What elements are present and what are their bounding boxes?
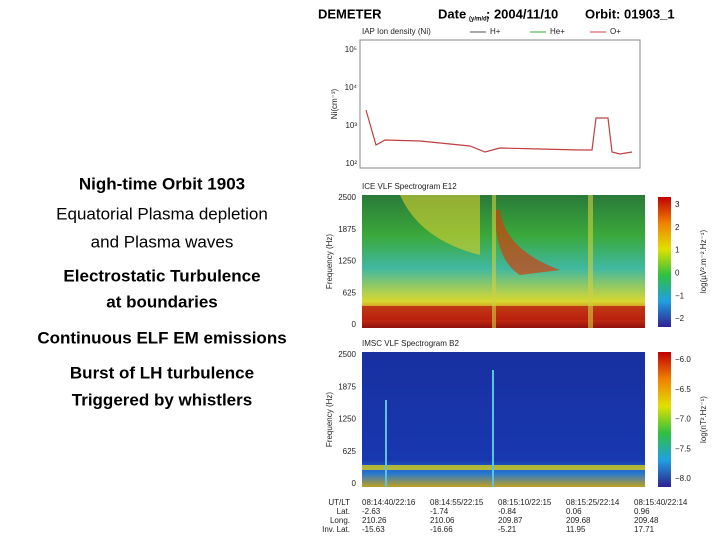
colorbar-tick-label: 2 (675, 223, 680, 232)
y-tick-label: 10⁴ (345, 83, 358, 92)
colorbar-tick-label: 0 (675, 269, 680, 278)
note: Triggered by whistlers (72, 390, 252, 409)
e-title: ICE VLF Spectrogram E12 (362, 182, 457, 191)
y-tick-label: 10⁵ (345, 45, 357, 54)
e-spectrogram (362, 195, 645, 328)
header: DEMETER Date (y/m/d) : 2004/11/10 Orbit:… (318, 6, 675, 22)
date-format: (y/m/d) (469, 17, 489, 23)
cell: -1.74 (430, 507, 449, 516)
colorbar-tick-label: −7.0 (675, 415, 691, 424)
colorbar-tick-label: −2 (675, 314, 685, 323)
cell: 08:15:10/22:15 (498, 498, 552, 507)
y-tick-label: 0 (352, 479, 357, 488)
b-streak (385, 400, 387, 487)
note: and Plasma waves (91, 232, 234, 251)
note: Continuous ELF EM emissions (37, 328, 286, 347)
y-label: Frequency (Hz) (325, 392, 334, 447)
mission: DEMETER (318, 6, 382, 21)
colorbar-tick-label: 3 (675, 200, 680, 209)
legend-label: O+ (610, 27, 621, 36)
cell: 209.48 (634, 516, 659, 525)
y-tick-label: 2500 (338, 193, 356, 202)
cell: -5.21 (498, 525, 517, 534)
cell: 0.96 (634, 507, 650, 516)
y-tick-label: 10² (345, 159, 357, 168)
cell: 11.95 (566, 525, 586, 534)
cell: -2.63 (362, 507, 381, 516)
date: : 2004/11/10 (486, 6, 558, 21)
colorbar-tick-label: −1 (675, 291, 685, 300)
y-tick-label: 1875 (338, 382, 356, 391)
row-label: UT/LT (328, 498, 350, 507)
colorbar-tick-label: −8.0 (675, 474, 691, 483)
colorbar-label: log(µV².m⁻².Hz⁻¹) (699, 230, 708, 294)
cell: 210.06 (430, 516, 455, 525)
orbit: Orbit: 01903_1 (585, 6, 675, 21)
b-band (362, 465, 645, 470)
note: Electrostatic Turbulence (63, 266, 260, 285)
b-spectrogram (362, 352, 645, 487)
row-label: Inv. Lat. (322, 525, 350, 534)
e-colorbar (658, 197, 671, 327)
e-band (362, 306, 645, 320)
ion-frame (359, 39, 641, 169)
colorbar-label: log(nT².Hz⁻¹) (699, 396, 708, 443)
legend-label: He+ (550, 27, 565, 36)
colorbar-tick-label: 1 (675, 246, 680, 255)
b-streak (492, 370, 494, 487)
y-tick-label: 625 (343, 447, 357, 456)
cell: -15.63 (362, 525, 385, 534)
date-label: Date (438, 6, 466, 21)
cell: 08:15:25/22:14 (566, 498, 620, 507)
note: Equatorial Plasma depletion (56, 204, 268, 223)
cell: 209.87 (498, 516, 523, 525)
o-plus-curve (365, 109, 633, 155)
ion-title: IAP Ion density (Ni) (362, 27, 431, 36)
e-streak (588, 195, 593, 328)
y-tick-label: 2500 (338, 350, 356, 359)
y-tick-label: 625 (343, 288, 357, 297)
y-tick-label: 1250 (338, 415, 356, 424)
cell: 210.26 (362, 516, 387, 525)
note: Burst of LH turbulence (70, 363, 254, 382)
b-colorbar (658, 352, 671, 487)
cell: 209.68 (566, 516, 591, 525)
note: Nigh-time Orbit 1903 (79, 174, 245, 193)
e-feature (495, 210, 560, 275)
y-tick-label: 1875 (338, 225, 356, 234)
cell: -0.84 (498, 507, 517, 516)
cell: 08:14:40/22:16 (362, 498, 416, 507)
cell: 08:14:55/22:15 (430, 498, 484, 507)
legend-label: H+ (490, 27, 501, 36)
e-streak (492, 195, 496, 328)
colorbar-tick-label: −6.5 (675, 385, 691, 394)
cell: 08:15:40/22:14 (634, 498, 688, 507)
colorbar-tick-label: −6.0 (675, 355, 691, 364)
cell: -16.66 (430, 525, 453, 534)
y-tick-label: 0 (352, 320, 357, 329)
b-title: IMSC VLF Spectrogram B2 (362, 339, 459, 348)
row-label: Long. (330, 516, 350, 525)
ion-ylabel: Ni(cm⁻³) (330, 88, 339, 119)
y-tick-label: 10³ (345, 121, 357, 130)
y-label: Frequency (Hz) (325, 234, 334, 289)
e-feature (400, 195, 480, 255)
colorbar-tick-label: −7.5 (675, 444, 691, 453)
row-label: Lat. (337, 507, 350, 516)
cell: 17.71 (634, 525, 655, 534)
y-tick-label: 1250 (338, 257, 356, 266)
note: at boundaries (106, 292, 217, 311)
cell: 0.06 (566, 507, 582, 516)
